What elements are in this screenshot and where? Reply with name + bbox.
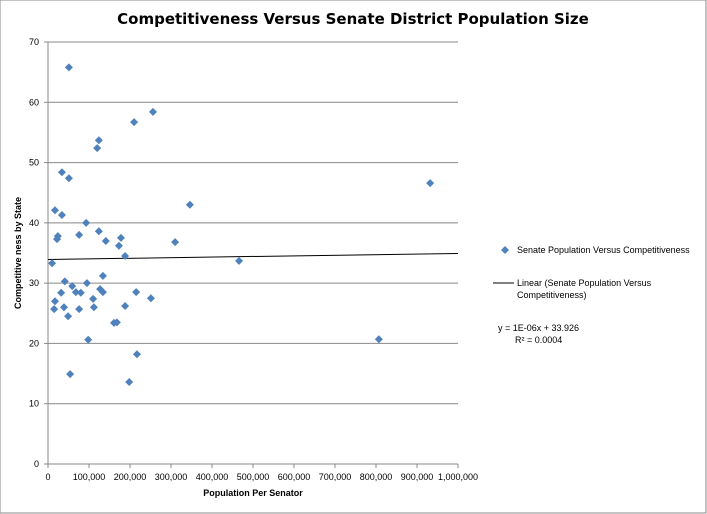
data-point (94, 136, 103, 145)
y-tick-label: 40 (29, 218, 39, 228)
chart-title: Competitiveness Versus Senate District P… (117, 10, 589, 28)
legend-series-label: Senate Population Versus Competitiveness (517, 245, 690, 255)
y-tick-label: 70 (29, 37, 39, 47)
y-tick-label: 30 (29, 278, 39, 288)
y-axis-ticks: 0 10 20 30 40 50 60 70 (29, 37, 39, 469)
y-axis-label: Competitive ness by State (13, 197, 23, 309)
y-tick-label: 60 (29, 97, 39, 107)
x-tick-label: 600,000 (278, 472, 311, 482)
x-tick-label: 400,000 (196, 472, 229, 482)
legend: Senate Population Versus Competitiveness… (493, 245, 690, 345)
data-point (75, 230, 84, 239)
data-point (57, 288, 66, 297)
x-tick-label: 100,000 (73, 472, 106, 482)
data-point (50, 305, 59, 314)
data-point (94, 227, 103, 236)
data-point (82, 218, 91, 227)
data-point (114, 241, 123, 250)
data-point (112, 318, 121, 327)
data-point (132, 350, 141, 359)
x-tick-label: 1,000,000 (438, 472, 478, 482)
y-tick-label: 50 (29, 158, 39, 168)
data-point (93, 144, 102, 153)
legend-trendline-label-1: Linear (Senate Population Versus (517, 278, 652, 288)
x-axis-ticks: 0 100,000 200,000 300,000 400,000 500,000 600,… (45, 472, 478, 482)
x-tick-label: 700,000 (319, 472, 352, 482)
data-point (53, 232, 62, 241)
x-tick-label: 900,000 (401, 472, 434, 482)
legend-trendline-label-2: Competitiveness) (517, 290, 587, 300)
data-point (84, 335, 93, 344)
trendline-equation: y = 1E-06x + 33.926 (498, 323, 579, 333)
data-point (130, 118, 139, 127)
data-point (146, 294, 155, 303)
data-point (121, 302, 130, 311)
x-tick-label: 0 (45, 472, 50, 482)
x-tick-label: 300,000 (155, 472, 188, 482)
x-tick-label: 500,000 (237, 472, 270, 482)
y-tick-label: 20 (29, 338, 39, 348)
data-point (68, 282, 77, 291)
data-point (171, 238, 180, 247)
data-point (64, 312, 73, 321)
data-point (64, 174, 73, 183)
data-point (71, 288, 80, 297)
y-tick-label: 0 (34, 459, 39, 469)
data-point (148, 107, 157, 116)
data-point (89, 303, 98, 312)
data-point (48, 259, 57, 268)
data-point (185, 200, 194, 209)
data-point (132, 288, 141, 297)
data-point (116, 233, 125, 242)
data-point (76, 288, 85, 297)
data-point (82, 279, 91, 288)
data-point (426, 179, 435, 188)
data-point (75, 305, 84, 314)
legend-marker-diamond-icon (501, 246, 509, 254)
data-point (121, 252, 130, 261)
data-point (101, 236, 110, 245)
data-point (98, 288, 107, 297)
data-point (125, 378, 134, 387)
gridlines (44, 41, 459, 468)
data-point (235, 256, 244, 265)
data-point (59, 303, 68, 312)
data-point (50, 206, 59, 215)
data-point (57, 168, 66, 177)
y-tick-label: 10 (29, 399, 39, 409)
trendline (47, 252, 459, 260)
data-points (48, 63, 435, 387)
data-point (64, 63, 73, 72)
x-axis-label: Population Per Senator (203, 488, 303, 498)
data-point (66, 370, 75, 379)
data-point (60, 277, 69, 286)
data-point (50, 297, 59, 306)
data-point (89, 294, 98, 303)
data-point (374, 335, 383, 344)
data-point (57, 211, 66, 220)
x-tick-label: 200,000 (114, 472, 147, 482)
x-tick-label: 800,000 (360, 472, 393, 482)
trendline-r-squared: R² = 0.0004 (515, 335, 562, 345)
data-point (98, 271, 107, 280)
